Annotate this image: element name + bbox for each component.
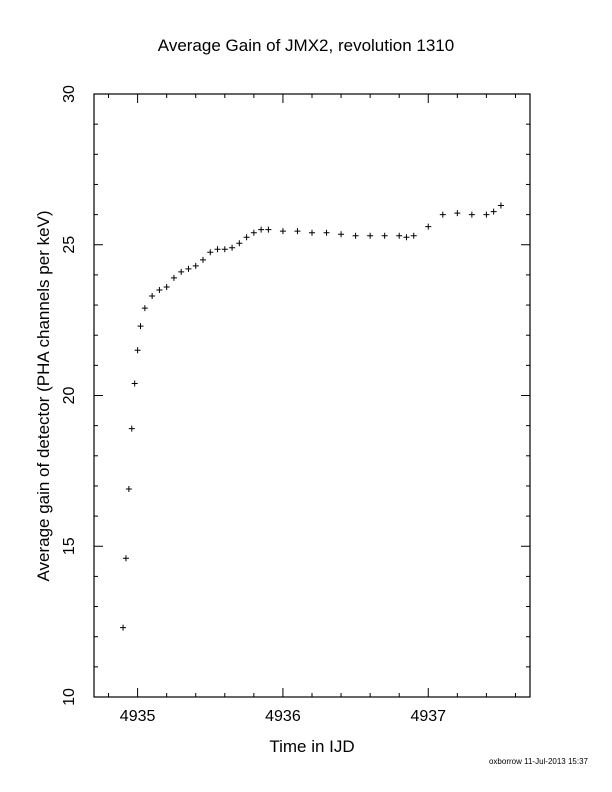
data-point — [265, 226, 272, 233]
plot-frame — [93, 93, 531, 698]
data-point — [141, 305, 148, 312]
data-point — [396, 232, 403, 239]
data-point — [490, 208, 497, 215]
x-axis-label: Time in IJD — [269, 737, 355, 756]
data-point — [250, 229, 257, 236]
y-tick-label: 30 — [61, 85, 78, 103]
x-tick-label: 4935 — [120, 708, 156, 725]
data-point — [137, 323, 144, 330]
data-point — [192, 262, 199, 269]
data-point — [497, 202, 504, 209]
data-point — [200, 256, 206, 263]
y-tick-label: 15 — [61, 537, 78, 555]
data-point — [381, 232, 388, 239]
y-axis-label: Average gain of detector (PHA channels p… — [34, 210, 53, 582]
data-point — [185, 265, 192, 272]
data-point — [125, 485, 132, 492]
x-tick-label: 4936 — [265, 708, 301, 725]
y-tick-label: 25 — [61, 236, 78, 254]
data-point — [367, 232, 374, 239]
axis-tick-labels: 10 15 20 25 30 4935 4936 4937 — [61, 85, 446, 725]
y-tick-label: 20 — [61, 387, 78, 405]
data-point — [221, 246, 228, 253]
data-point — [236, 240, 243, 247]
axis-ticks — [94, 93, 530, 698]
data-point — [338, 231, 345, 238]
data-point — [243, 234, 250, 241]
data-point — [156, 286, 163, 293]
data-point — [120, 624, 127, 631]
chart-title: Average Gain of JMX2, revolution 1310 — [157, 36, 455, 55]
data-point — [483, 211, 490, 218]
data-point — [309, 229, 315, 236]
x-tick-label: 4937 — [410, 708, 446, 725]
data-point — [128, 425, 135, 432]
data-point — [403, 234, 410, 241]
data-point — [134, 347, 141, 354]
data-point — [207, 249, 214, 256]
data-point — [323, 229, 330, 236]
data-point — [178, 268, 185, 275]
data-point — [122, 555, 129, 562]
data-point — [163, 283, 170, 290]
data-point — [131, 380, 138, 387]
data-point — [439, 211, 446, 218]
data-point — [149, 293, 156, 300]
data-point — [410, 232, 417, 239]
data-point — [279, 228, 286, 235]
data-point — [468, 211, 475, 218]
y-tick-label: 10 — [61, 688, 78, 706]
data-point — [425, 223, 432, 230]
data-point — [170, 274, 177, 281]
data-point — [454, 210, 461, 217]
data-point — [229, 244, 236, 251]
data-markers — [120, 202, 504, 631]
data-point — [258, 226, 265, 233]
data-point — [214, 246, 221, 253]
credit-text: oxborrow 11-Jul-2013 15:37 — [488, 757, 588, 766]
data-point — [294, 228, 301, 235]
data-point — [352, 232, 359, 239]
